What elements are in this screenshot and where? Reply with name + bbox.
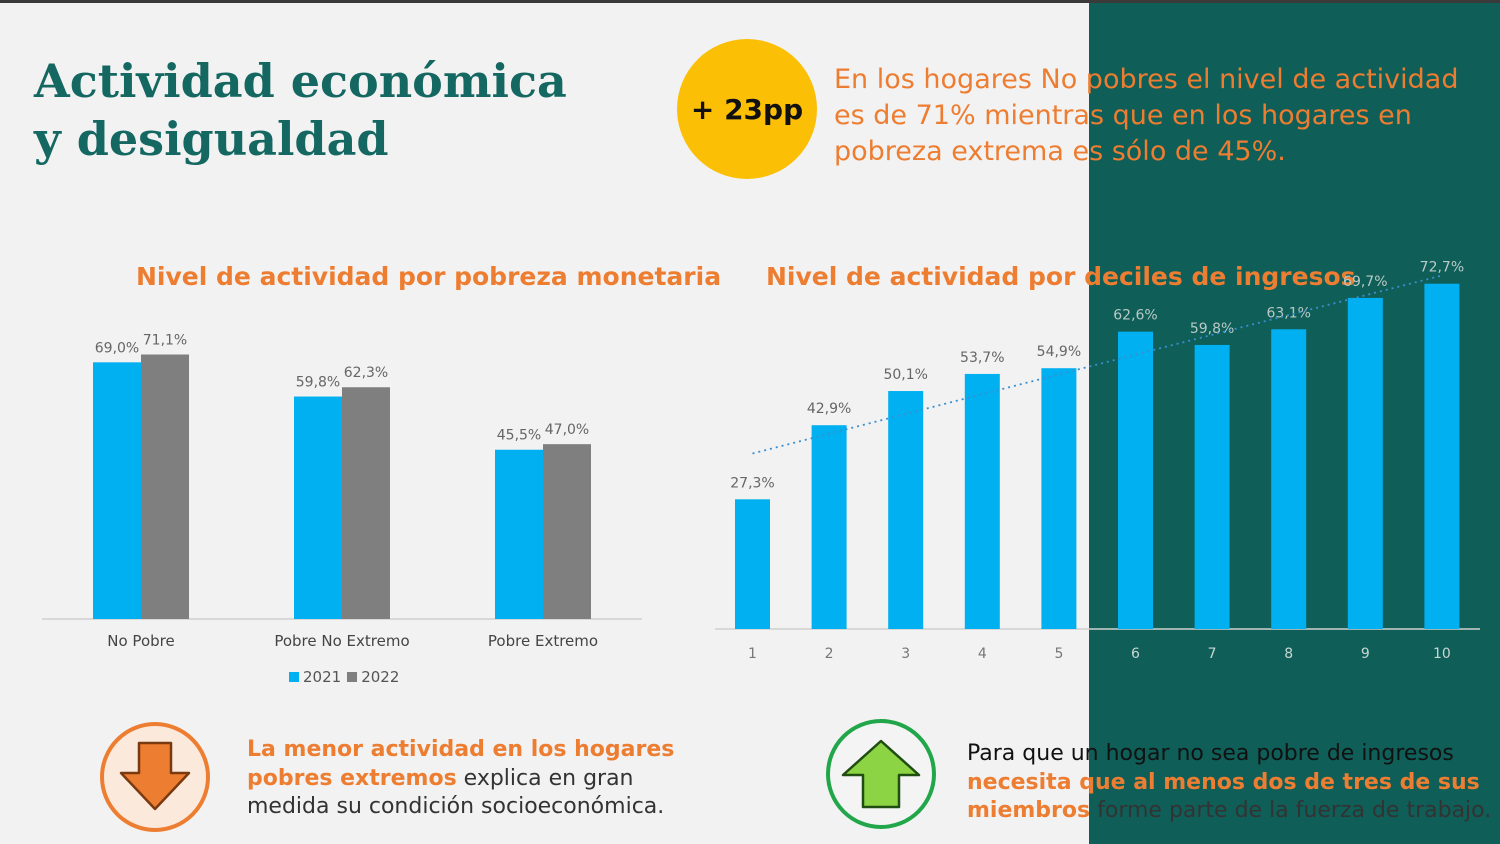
category-label-1: No Pobre [107,632,174,650]
title-line-1: Actividad económica [34,54,567,108]
right-note-highlight-2: necesita que al menos dos de tres de sus [967,769,1480,795]
decile-data-label-4: 53,7% [960,350,1004,366]
decile-data-label-8: 63,1% [1266,305,1310,321]
decile-bar-9 [1347,297,1383,629]
left-note: La menor actividad en los hogares pobres… [247,736,674,822]
page-title: Actividad económica y desigualdad [34,52,567,168]
legend-swatch-2021 [289,672,299,682]
decile-bar-7 [1194,344,1230,629]
data-label-2022-3: 47,0% [545,422,589,438]
right-note-line-1: Para que un hogar no sea pobre de ingres… [967,740,1491,769]
right-note-rest-3: forme parte de la fuerza de trabajo. [1090,798,1492,823]
decile-data-label-3: 50,1% [883,367,927,383]
bar-2021-3 [495,449,543,619]
decile-tick-label-5: 5 [1054,646,1063,662]
left-note-line-3: medida su condición socioeconómica. [247,794,665,819]
left-note-rest-2: explica en gran [456,765,634,791]
legend-label-2021: 2021 [303,668,342,686]
bar-2021-1 [93,362,141,619]
decile-tick-label-9: 9 [1361,646,1370,662]
legend-item-2022: 2022 [347,668,399,686]
decile-bar-3 [888,391,924,629]
data-label-2021-1: 69,0% [95,340,139,356]
data-label-2022-1: 71,1% [143,333,187,349]
bar-2021-2 [294,396,342,619]
left-note-highlight-1: La menor actividad en los hogares [247,737,675,762]
decile-data-label-6: 62,6% [1113,308,1157,324]
left-note-line-2: pobres extremos explica en gran [247,765,674,794]
data-label-2021-2: 59,8% [296,375,340,391]
decile-tick-label-1: 1 [748,646,757,662]
poverty-bar-chart: 69,0% 71,1% No Pobre 59,8%62,3% Pobre No Ext… [42,333,642,650]
decile-tick-label-2: 2 [825,646,834,662]
right-note: Para que un hogar no sea pobre de ingres… [967,740,1491,826]
headline-line-3: pobreza extrema es sólo de 45%. [834,136,1286,167]
decile-bar-8 [1271,329,1307,629]
decile-bar-1 [735,499,770,629]
decile-tick-label-3: 3 [901,646,910,662]
decile-bar-6 [1118,331,1153,629]
arrow-down-badge [100,722,210,832]
right-note-highlight-3: miembros [967,798,1091,823]
decile-tick-label-10: 10 [1433,646,1451,662]
left-note-highlight-2: pobres extremos [247,765,457,791]
headline-line-2: es de 71% mientras que en los hogares en [834,100,1412,131]
difference-badge: + 23pp [677,39,817,179]
decile-tick-label-6: 6 [1131,646,1140,662]
right-note-line-2: necesita que al menos dos de tres de sus [967,769,1491,798]
bar-2022-2 [342,387,390,619]
bar-2022-3 [543,444,591,619]
decile-bar-5 [1041,368,1077,629]
decile-tick-label-8: 8 [1284,646,1293,662]
deciles-chart-title: Nivel de actividad por deciles de ingres… [766,262,1356,291]
right-note-line-3: miembros forme parte de la fuerza de tra… [967,797,1491,826]
decile-bar-4 [964,373,1000,629]
right-note-text-1: Para que un hogar no sea pobre de ingres… [967,741,1454,766]
top-border [0,0,1500,3]
legend-swatch-2022 [347,672,358,682]
deciles-trendline [752,274,1443,455]
decile-bar-2 [811,425,847,629]
headline-text: En los hogares No pobres el nivel de act… [834,62,1474,170]
decile-tick-label-7: 7 [1208,646,1217,662]
decile-data-label-1: 27,3% [730,475,774,491]
bar-2022-1 [141,354,189,619]
poverty-chart-title: Nivel de actividad por pobreza monetaria [136,262,722,291]
decile-data-label-2: 42,9% [807,401,851,417]
data-label-2021-3: 45,5% [497,428,541,444]
deciles-bar-chart: 27,3% 1 42,9% 2 50,1% 3 53,7% 4 54,9% 5 62,6% 6 59,8… [715,260,1480,662]
category-label-3: Pobre Extremo [488,632,598,650]
arrow-up-icon [841,739,921,809]
decile-tick-label-4: 4 [978,646,987,662]
data-label-2022-2: 62,3% [344,365,388,381]
title-line-2: y desigualdad [34,112,389,166]
category-label-2: Pobre No Extremo [274,632,409,650]
poverty-chart-legend: 2021 2022 [289,668,399,686]
legend-item-2021: 2021 [289,668,341,686]
arrow-up-badge [826,719,936,829]
decile-data-label-10: 72,7% [1420,260,1464,276]
decile-data-label-7: 59,8% [1190,321,1234,337]
arrow-down-icon [119,741,191,811]
decile-data-label-5: 54,9% [1037,344,1081,360]
decile-data-label-9: 69,7% [1343,274,1387,290]
left-note-line-1: La menor actividad en los hogares [247,736,674,765]
decile-bar-10 [1424,283,1460,629]
headline-line-1: En los hogares No pobres el nivel de act… [834,64,1459,95]
legend-label-2022: 2022 [361,668,400,686]
